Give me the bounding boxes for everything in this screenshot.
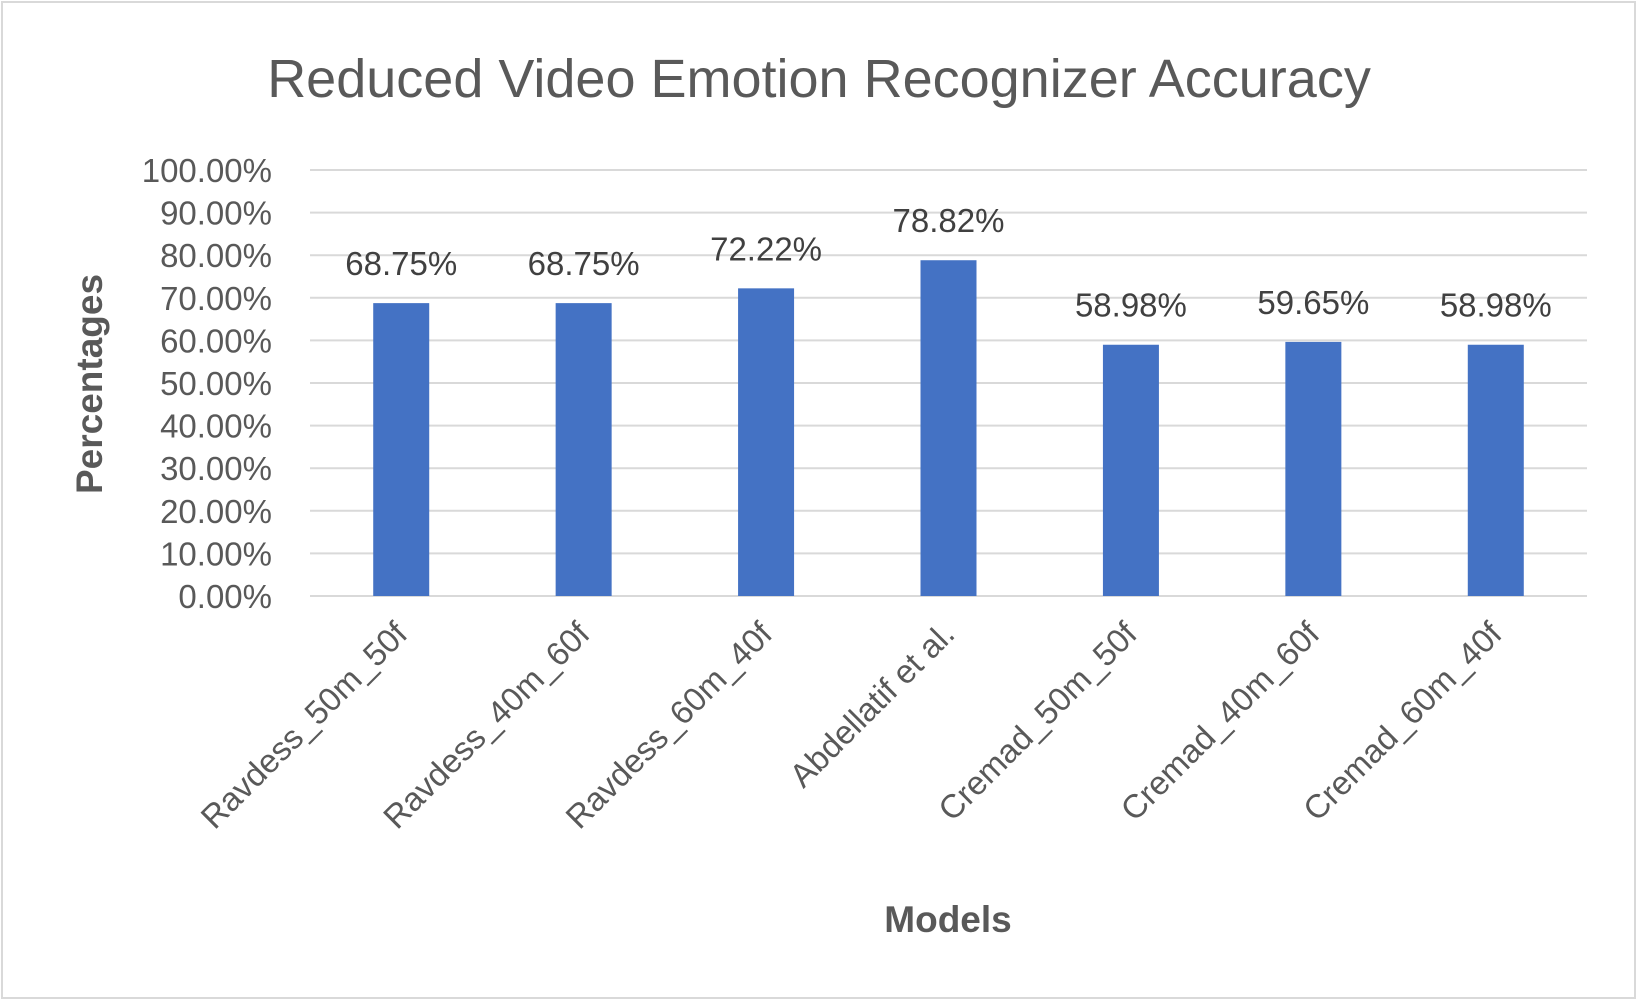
x-tick-label: Cremad_50m_50f (931, 614, 1145, 828)
y-tick-label: 50.00% (160, 365, 272, 402)
x-tick-label: Ravdess_60m_40f (558, 614, 779, 835)
data-label: 68.75% (345, 245, 457, 282)
data-label: 68.75% (528, 245, 640, 282)
data-labels: 68.75% 68.75% 72.22% 78.82% 58.98% 59.65% 58.9… (345, 202, 1552, 324)
x-axis-ticks: Ravdess_50m_50fRavdess_40m_60fRavdess_60… (193, 614, 1509, 835)
bar (555, 303, 612, 596)
y-axis-ticks: 0.00% 10.00% 20.00% 30.00% 40.00% 50.00% 60.00… (142, 152, 272, 615)
bar (738, 288, 795, 596)
data-label: 59.65% (1257, 284, 1369, 321)
bar (1102, 344, 1159, 596)
x-axis-title: Models (884, 899, 1011, 940)
data-label: 58.98% (1075, 287, 1187, 324)
bar (373, 303, 430, 596)
y-tick-label: 20.00% (160, 493, 272, 530)
y-tick-label: 0.00% (178, 578, 272, 615)
bars (373, 260, 1524, 596)
data-label: 58.98% (1440, 287, 1552, 324)
bar (1285, 341, 1342, 596)
gridlines (310, 169, 1587, 597)
chart-title: Reduced Video Emotion Recognizer Accurac… (267, 49, 1371, 109)
y-tick-label: 100.00% (142, 152, 272, 189)
y-tick-label: 90.00% (160, 195, 272, 232)
y-tick-label: 60.00% (160, 322, 272, 359)
x-tick-label: Cremad_60m_40f (1296, 614, 1510, 828)
y-tick-label: 40.00% (160, 408, 272, 445)
x-tick-label: Abdellatif et al. (782, 615, 961, 794)
y-axis-title: Percentages (69, 274, 110, 494)
data-label: 72.22% (710, 230, 822, 267)
y-tick-label: 70.00% (160, 280, 272, 317)
x-tick-label: Cremad_40m_60f (1113, 614, 1327, 828)
bar (1467, 344, 1524, 596)
y-tick-label: 80.00% (160, 237, 272, 274)
bar (920, 260, 977, 596)
y-tick-label: 10.00% (160, 535, 272, 572)
data-label: 78.82% (893, 202, 1005, 239)
y-tick-label: 30.00% (160, 450, 272, 487)
